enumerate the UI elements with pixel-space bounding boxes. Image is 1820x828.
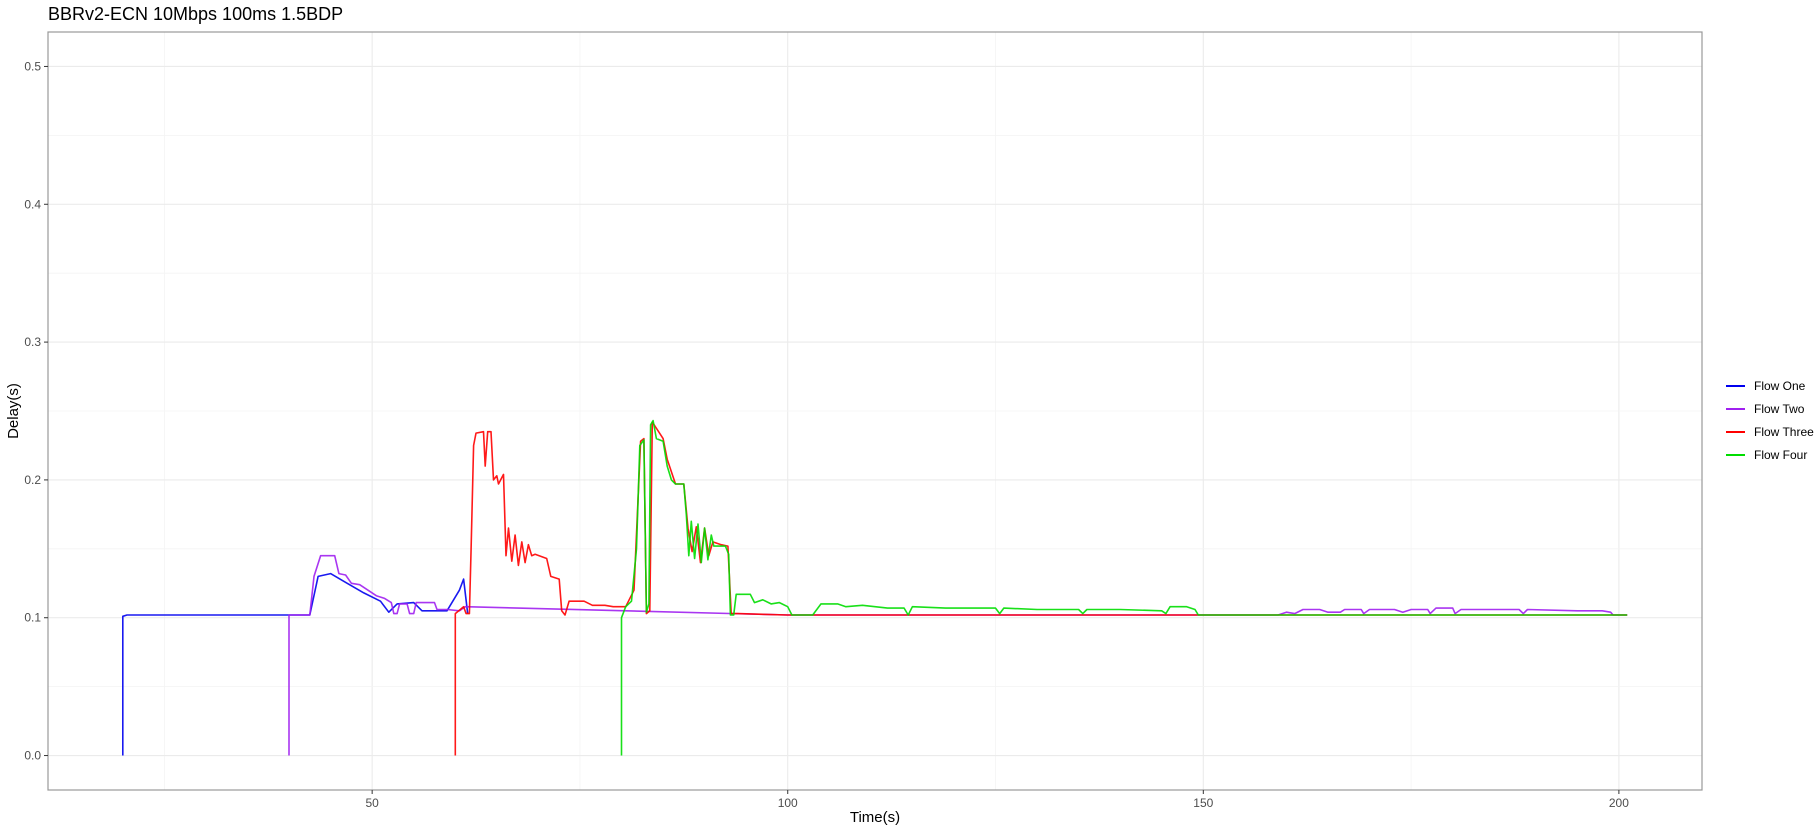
legend: Flow One Flow Two Flow Three Flow Four <box>1726 379 1814 462</box>
x-axis-ticks: 50 100 150 200 <box>365 790 1629 810</box>
y-tick-label: 0.1 <box>24 611 41 625</box>
y-axis-ticks: 0.0 0.1 0.2 0.3 0.4 0.5 <box>24 59 48 763</box>
legend-label: Flow Three <box>1754 425 1814 439</box>
plot-panel-border <box>47 31 1703 791</box>
series-line-flow-one <box>122 572 469 756</box>
series-line-flow-three <box>454 421 1628 756</box>
x-tick-label: 150 <box>1193 796 1213 810</box>
y-tick-label: 0.0 <box>24 749 41 763</box>
grid <box>48 32 1702 790</box>
x-axis-title: Time(s) <box>850 809 900 826</box>
legend-label: Flow One <box>1754 379 1806 393</box>
y-tick-label: 0.4 <box>24 197 41 211</box>
series-line-flow-two <box>288 554 1628 756</box>
x-tick-label: 200 <box>1609 796 1629 810</box>
y-tick-label: 0.3 <box>24 335 41 349</box>
x-tick-label: 100 <box>778 796 798 810</box>
y-axis-title: Delay(s) <box>5 383 22 439</box>
y-tick-label: 0.5 <box>24 59 41 73</box>
legend-label: Flow Four <box>1754 448 1807 462</box>
series-lines <box>122 419 1628 756</box>
series-line-flow-four <box>620 419 1628 756</box>
chart-title: BBRv2-ECN 10Mbps 100ms 1.5BDP <box>48 4 344 24</box>
legend-label: Flow Two <box>1754 402 1805 416</box>
y-tick-label: 0.2 <box>24 473 41 487</box>
x-tick-label: 50 <box>365 796 379 810</box>
